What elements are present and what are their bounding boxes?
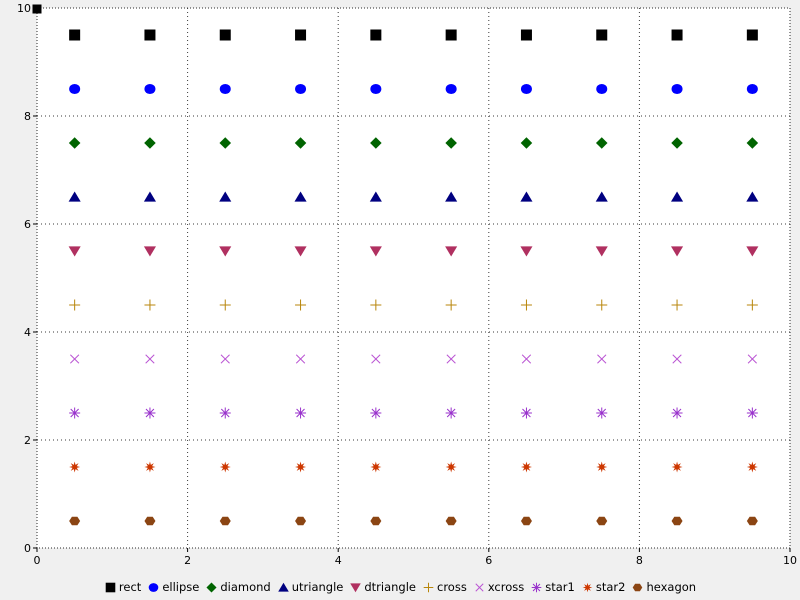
series-star1: [69, 407, 758, 419]
ellipse-marker-icon: [149, 582, 159, 592]
series-diamond: [68, 137, 759, 149]
legend-label: hexagon: [646, 580, 697, 594]
legend-label: diamond: [220, 580, 271, 594]
legend-item-star1: star1: [530, 580, 575, 594]
legend-item-cross: cross: [422, 580, 467, 594]
legend-item-star2: star2: [581, 580, 626, 594]
y-tick-label: 8: [24, 110, 31, 123]
series-utriangle: [68, 191, 759, 202]
legend-item-diamond: diamond: [205, 580, 271, 594]
dtriangle-marker-icon: [350, 582, 362, 592]
cross-marker-icon: [423, 582, 434, 592]
x-tick-label: 8: [636, 554, 643, 567]
x-tick-label: 6: [485, 554, 492, 567]
plot-frame: [36, 7, 791, 549]
star1-marker-icon: [531, 582, 542, 592]
series-star2: [69, 461, 758, 473]
legend-label: rect: [118, 580, 142, 594]
y-tick-label: 10: [17, 2, 31, 15]
xcross-marker-icon: [475, 582, 484, 592]
corner-square-marker: [32, 4, 42, 14]
legend-item-utriangle: utriangle: [277, 580, 344, 594]
diamond-marker-icon: [206, 581, 217, 593]
x-tick-label: 4: [335, 554, 342, 567]
y-tick-label: 4: [24, 326, 31, 339]
legend-label: utriangle: [291, 580, 344, 594]
legend-label: cross: [437, 580, 467, 594]
x-tick-label: 0: [34, 554, 41, 567]
series-ellipse: [69, 83, 758, 95]
series-dtriangle: [68, 246, 759, 257]
y-tick-label: 0: [24, 542, 31, 555]
legend-label: xcross: [487, 580, 525, 594]
utriangle-marker-icon: [277, 582, 289, 592]
legend-label: ellipse: [162, 580, 200, 594]
legend-label: dtriangle: [364, 580, 416, 594]
series-hexagon: [69, 516, 758, 526]
legend: rect ellipse diamond utriangle dtriangle cros…: [0, 577, 800, 597]
rect-marker-icon: [105, 582, 116, 592]
series-rect: [69, 29, 758, 41]
legend-item-rect: rect: [104, 580, 141, 594]
hexagon-marker-icon: [633, 583, 643, 591]
y-tick-label: 6: [24, 218, 31, 231]
x-tick-label: 10: [783, 554, 797, 567]
x-tick-label: 2: [184, 554, 191, 567]
series-xcross: [70, 354, 757, 364]
series-cross: [69, 299, 758, 311]
legend-label: star1: [545, 580, 575, 594]
legend-label: star2: [595, 580, 626, 594]
legend-item-dtriangle: dtriangle: [349, 580, 416, 594]
y-tick-label: 2: [24, 434, 31, 447]
legend-item-xcross: xcross: [473, 580, 524, 594]
legend-item-hexagon: hexagon: [631, 580, 696, 594]
legend-item-ellipse: ellipse: [147, 580, 199, 594]
star2-marker-icon: [582, 582, 593, 592]
plot-area: [37, 8, 790, 548]
